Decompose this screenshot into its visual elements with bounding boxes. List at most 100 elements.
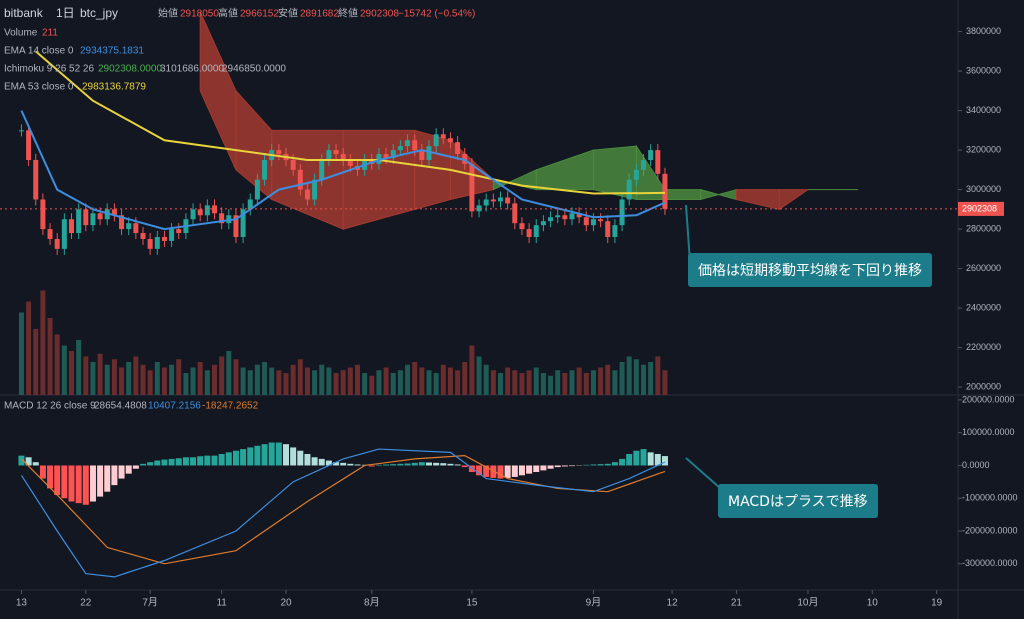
- candle: [219, 213, 225, 224]
- volume-bar: [262, 362, 268, 395]
- histogram-bar: [511, 465, 518, 477]
- y-tick-label: 3800000: [966, 26, 1001, 36]
- candle: [304, 189, 310, 200]
- volume-bar: [412, 362, 418, 395]
- candle: [662, 173, 668, 209]
- line: [21, 455, 666, 565]
- histogram-bar: [404, 463, 411, 466]
- legend-value: 3101686.0000: [160, 64, 224, 75]
- candle: [655, 150, 661, 174]
- legend-value: 2946850.0000: [222, 64, 286, 75]
- volume-bar: [648, 362, 654, 395]
- x-tick-label: 12: [667, 598, 679, 609]
- volume-bar: [383, 367, 389, 395]
- histogram-bar: [354, 464, 361, 466]
- candle: [476, 205, 482, 212]
- volume-bar: [390, 373, 396, 395]
- histogram-bar: [626, 453, 633, 466]
- volume-bar: [505, 367, 511, 395]
- volume-bar: [540, 373, 546, 395]
- candle: [126, 223, 132, 230]
- volume-bar: [340, 370, 346, 395]
- line: [35, 50, 665, 195]
- histogram-bar: [175, 458, 182, 466]
- volume-bar: [576, 367, 582, 395]
- histogram-bar: [54, 465, 61, 495]
- candle: [319, 159, 325, 180]
- callout-line: [685, 457, 721, 489]
- histogram-bar: [597, 464, 604, 466]
- y-tick-label: 3200000: [966, 144, 1001, 154]
- candle: [333, 150, 339, 155]
- candle: [426, 146, 432, 160]
- histogram-bar: [225, 452, 232, 466]
- histogram-bar: [640, 449, 647, 466]
- histogram-bar: [504, 465, 511, 478]
- histogram-bar: [190, 457, 197, 466]
- candle: [240, 209, 246, 237]
- x-tick-label: 8月: [364, 597, 380, 609]
- x-tick-label: 22: [80, 598, 92, 609]
- histogram-bar: [247, 447, 254, 466]
- volume-bar: [26, 301, 32, 395]
- volume-bar: [183, 373, 189, 395]
- histogram-bar: [111, 465, 118, 486]
- candle: [18, 130, 24, 132]
- volume-bar: [97, 353, 103, 395]
- histogram-bar: [397, 463, 404, 466]
- candle: [176, 229, 182, 234]
- volume-bar: [376, 370, 382, 395]
- candle: [562, 215, 568, 220]
- candle: [90, 213, 96, 226]
- candle: [390, 150, 396, 158]
- candle: [397, 146, 403, 151]
- volume-bar: [455, 370, 461, 395]
- y-tick-label: 2400000: [966, 302, 1001, 312]
- volume-bar: [362, 373, 368, 395]
- histogram-bar: [490, 465, 497, 478]
- candle: [340, 154, 346, 160]
- histogram-bar: [347, 463, 354, 466]
- volume-bar: [641, 364, 646, 395]
- histogram-bar: [325, 460, 332, 466]
- volume-bar: [347, 367, 353, 395]
- volume-bar: [619, 362, 625, 395]
- candle: [83, 209, 89, 226]
- histogram-bar: [261, 444, 268, 466]
- candle: [204, 205, 210, 216]
- legend-value: 2983136.7879: [82, 82, 146, 93]
- legend-name: EMA 14 close 0: [4, 46, 74, 57]
- histogram-bar: [232, 450, 239, 466]
- volume-bar: [290, 364, 296, 395]
- histogram-bar: [304, 453, 311, 466]
- candle: [612, 225, 618, 237]
- histogram-bar: [140, 463, 146, 466]
- candle: [605, 221, 611, 237]
- candle: [576, 213, 582, 218]
- volume-bar: [498, 373, 503, 395]
- x-tick-label: 10: [867, 598, 879, 609]
- candle: [254, 179, 260, 200]
- y-tick-label: 200000.0000: [962, 394, 1015, 404]
- histogram-bar: [554, 465, 561, 468]
- candle: [26, 130, 32, 160]
- candle: [47, 229, 53, 239]
- x-tick-label: 10月: [797, 597, 818, 609]
- y-tick-label: 0.0000: [962, 460, 990, 470]
- annotation: MACDはプラスで推移: [718, 484, 878, 518]
- histogram-bar: [132, 465, 139, 469]
- y-tick-label: 3000000: [966, 184, 1001, 194]
- histogram-bar: [368, 465, 375, 467]
- histogram-bar: [268, 442, 275, 466]
- histogram-bar: [275, 442, 282, 466]
- candle: [61, 219, 67, 249]
- line: [20, 448, 666, 578]
- histogram-bar: [290, 447, 297, 466]
- histogram-bar: [633, 450, 640, 466]
- histogram-bar: [89, 465, 96, 502]
- histogram-bar: [68, 465, 75, 502]
- legend-value: 28654.4808: [94, 401, 147, 412]
- candle: [190, 209, 196, 220]
- histogram-bar: [440, 463, 447, 466]
